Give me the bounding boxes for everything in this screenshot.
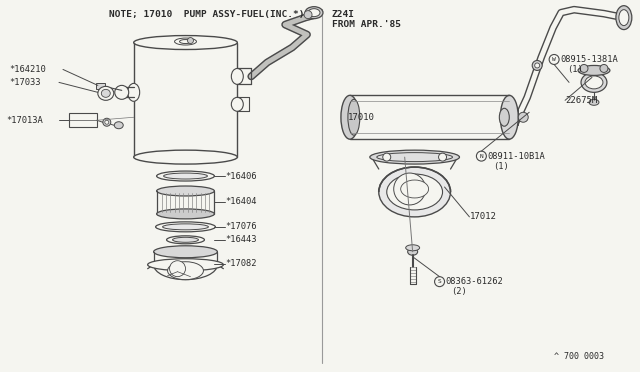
Ellipse shape	[401, 180, 429, 198]
Ellipse shape	[98, 86, 114, 100]
Ellipse shape	[163, 224, 209, 230]
Text: N: N	[479, 154, 483, 158]
Ellipse shape	[168, 262, 204, 280]
Text: NOTE; 17010  PUMP ASSY-FUEL(INC.*): NOTE; 17010 PUMP ASSY-FUEL(INC.*)	[109, 10, 304, 19]
Circle shape	[435, 277, 445, 286]
Text: *16443: *16443	[225, 235, 257, 244]
Circle shape	[394, 173, 426, 205]
Text: *164210: *164210	[9, 65, 46, 74]
Circle shape	[383, 153, 391, 161]
Text: *17013A: *17013A	[6, 116, 43, 125]
Ellipse shape	[499, 108, 509, 126]
Circle shape	[549, 54, 559, 64]
Ellipse shape	[128, 83, 140, 101]
Circle shape	[534, 63, 540, 68]
Ellipse shape	[581, 73, 607, 92]
Ellipse shape	[134, 150, 237, 164]
Text: 08363-61262: 08363-61262	[445, 277, 503, 286]
Ellipse shape	[175, 38, 196, 45]
Bar	[96, 83, 105, 89]
Ellipse shape	[166, 236, 204, 244]
Ellipse shape	[387, 174, 442, 210]
Ellipse shape	[103, 118, 111, 126]
Text: (2): (2)	[451, 287, 467, 296]
Ellipse shape	[377, 153, 452, 161]
Text: W: W	[552, 57, 556, 62]
Ellipse shape	[231, 97, 243, 111]
Bar	[69, 113, 97, 127]
Circle shape	[188, 38, 193, 44]
Ellipse shape	[500, 95, 518, 139]
Ellipse shape	[585, 76, 603, 89]
Ellipse shape	[164, 173, 207, 179]
Ellipse shape	[115, 122, 124, 129]
Ellipse shape	[105, 120, 109, 124]
Text: *16404: *16404	[225, 198, 257, 206]
Ellipse shape	[616, 6, 632, 30]
Ellipse shape	[173, 237, 198, 242]
Ellipse shape	[157, 186, 214, 196]
Text: *17076: *17076	[225, 222, 257, 231]
Ellipse shape	[134, 36, 237, 49]
Ellipse shape	[157, 209, 214, 219]
Ellipse shape	[379, 167, 451, 217]
Text: 17010: 17010	[348, 113, 375, 122]
Ellipse shape	[348, 99, 360, 135]
Ellipse shape	[148, 259, 223, 271]
Text: FROM APR.'85: FROM APR.'85	[332, 20, 401, 29]
Text: (1): (1)	[567, 65, 583, 74]
Ellipse shape	[305, 7, 323, 19]
Circle shape	[476, 151, 486, 161]
Ellipse shape	[180, 39, 191, 44]
Ellipse shape	[101, 89, 110, 97]
Circle shape	[532, 61, 542, 70]
Text: *17082: *17082	[225, 259, 257, 268]
Text: 08915-1381A: 08915-1381A	[560, 55, 618, 64]
Text: *16406: *16406	[225, 171, 257, 180]
Ellipse shape	[115, 86, 129, 99]
Ellipse shape	[406, 245, 420, 251]
Ellipse shape	[308, 9, 320, 17]
Circle shape	[438, 153, 447, 161]
Ellipse shape	[304, 11, 312, 19]
Text: Z24I: Z24I	[332, 10, 355, 19]
Text: S: S	[438, 279, 442, 284]
Text: (1): (1)	[493, 161, 509, 171]
Ellipse shape	[589, 99, 599, 105]
Circle shape	[170, 261, 186, 277]
Ellipse shape	[156, 222, 216, 232]
Ellipse shape	[370, 150, 460, 164]
Text: *17033: *17033	[9, 78, 41, 87]
Ellipse shape	[231, 68, 243, 84]
Ellipse shape	[619, 10, 629, 26]
Ellipse shape	[341, 95, 359, 139]
Text: 08911-10B1A: 08911-10B1A	[488, 152, 545, 161]
Circle shape	[518, 112, 528, 122]
Ellipse shape	[408, 248, 418, 255]
Text: 22675M: 22675M	[565, 96, 597, 105]
Circle shape	[580, 64, 588, 73]
Ellipse shape	[154, 246, 218, 258]
Ellipse shape	[578, 65, 610, 76]
Text: 17012: 17012	[469, 212, 496, 221]
Text: ^ 700 0003: ^ 700 0003	[554, 352, 604, 361]
Circle shape	[600, 64, 608, 73]
Ellipse shape	[157, 171, 214, 181]
